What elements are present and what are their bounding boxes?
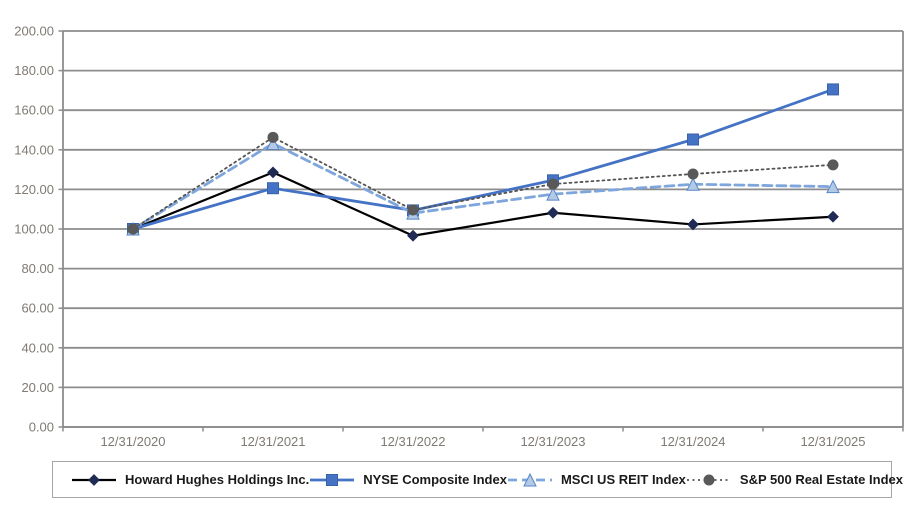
circle-marker-icon: [827, 159, 839, 171]
legend-label: Howard Hughes Holdings Inc.: [125, 472, 310, 487]
series-line-s-p-500-real-estate-index: [132, 136, 834, 230]
legend-label: NYSE Composite Index: [363, 472, 507, 487]
series-line-msci-us-reit-index: [131, 142, 835, 231]
diamond-marker-icon: [267, 166, 279, 179]
triangle-marker-icon: [546, 187, 560, 201]
legend-key-triangle-icon: [507, 472, 552, 486]
circle-marker-icon: [407, 204, 419, 216]
y-axis-label: 160.00: [14, 103, 54, 118]
triangle-marker-icon: [686, 177, 700, 191]
x-axis-label: 12/31/2024: [660, 434, 725, 449]
y-axis-label: 20.00: [21, 380, 54, 395]
y-axis-label: 200.00: [14, 24, 54, 39]
square-marker-icon: [267, 182, 279, 195]
circle-marker-icon: [127, 223, 139, 235]
legend-label: S&P 500 Real Estate Index: [739, 472, 903, 487]
y-axis-label: 120.00: [14, 182, 54, 197]
legend-item-nyse-composite-index: NYSE Composite Index: [309, 472, 507, 488]
square-marker-icon: [827, 83, 839, 96]
x-axis-label: 12/31/2023: [520, 434, 585, 449]
circle-marker-icon: [267, 131, 279, 143]
x-axis-label: 12/31/2022: [380, 434, 445, 449]
series-line-howard-hughes-holdings-inc: [131, 171, 835, 237]
x-axis-label: 12/31/2021: [240, 434, 305, 449]
square-marker-icon: [687, 133, 699, 146]
diamond-marker-icon: [88, 473, 100, 486]
square-marker-icon: [326, 473, 339, 486]
triangle-marker-icon: [523, 472, 537, 486]
legend-item-howard-hughes-holdings-inc: Howard Hughes Holdings Inc.: [71, 472, 309, 488]
legend-label: MSCI US REIT Index: [560, 472, 686, 487]
performance-line-chart: 0.00 20.00 40.00 60.00 80.00 100.00 120.00 140.…: [14, 24, 904, 449]
legend-key-circle-icon: [686, 474, 731, 485]
y-axis-label: 180.00: [14, 63, 54, 78]
chart-legend: Howard Hughes Holdings Inc. NYSE Composit…: [52, 461, 903, 498]
diamond-marker-icon: [547, 206, 559, 219]
y-axis-label: 60.00: [21, 301, 54, 316]
series-line-nyse-composite-index: [131, 88, 835, 231]
legend-item-s-p-500-real-estate-index: S&P 500 Real Estate Index: [686, 472, 903, 488]
triangle-marker-icon: [266, 136, 280, 150]
legend-key-square-icon: [310, 473, 355, 486]
x-axis-label: 12/31/2025: [800, 434, 865, 449]
y-axis-label: 100.00: [14, 222, 54, 237]
circle-marker-icon: [703, 474, 715, 485]
x-axis-label: 12/31/2020: [100, 434, 165, 449]
circle-marker-icon: [687, 168, 699, 180]
diamond-marker-icon: [407, 229, 419, 242]
y-axis-label: 0.00: [29, 420, 54, 435]
triangle-marker-icon: [826, 179, 840, 194]
diamond-marker-icon: [827, 210, 839, 223]
diamond-marker-icon: [687, 218, 699, 231]
legend-key-diamond-icon: [72, 473, 116, 486]
y-axis-label: 140.00: [14, 142, 54, 157]
y-axis-label: 40.00: [21, 340, 54, 355]
circle-marker-icon: [547, 178, 559, 190]
legend-item-msci-us-reit-index: MSCI US REIT Index: [507, 472, 686, 488]
y-axis-label: 80.00: [21, 261, 54, 276]
